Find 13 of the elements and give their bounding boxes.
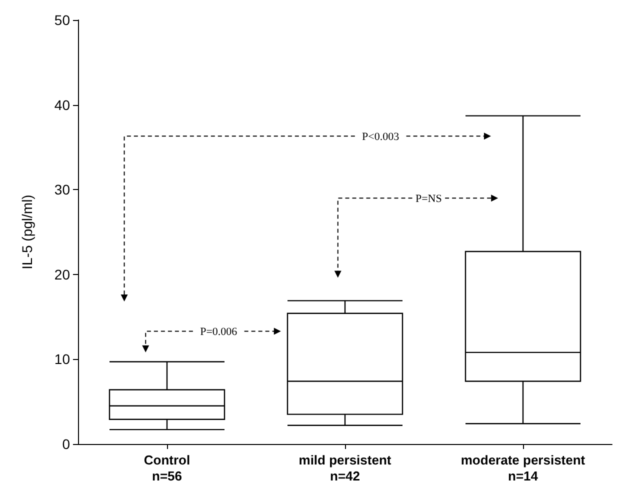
x-tick-label: Control n=56 bbox=[144, 452, 190, 484]
y-tick-label: 20 bbox=[54, 266, 70, 282]
x-tick-label: mild persistent n=42 bbox=[298, 452, 392, 484]
annotation: P<0.003 bbox=[362, 131, 400, 144]
annotation: P=0.006 bbox=[200, 326, 238, 338]
x-tick-label: moderate persistent n=14 bbox=[460, 452, 586, 484]
y-axis-title: IL-5 (pgl/ml) bbox=[19, 194, 35, 270]
y-tick-label: 0 bbox=[62, 436, 70, 452]
y-tick-label: 10 bbox=[54, 351, 70, 368]
y-tick-label: 30 bbox=[54, 182, 70, 198]
y-tick-label: 40 bbox=[54, 96, 70, 113]
y-tick-label: 50 bbox=[54, 12, 70, 28]
annotation: P=NS bbox=[415, 193, 442, 206]
